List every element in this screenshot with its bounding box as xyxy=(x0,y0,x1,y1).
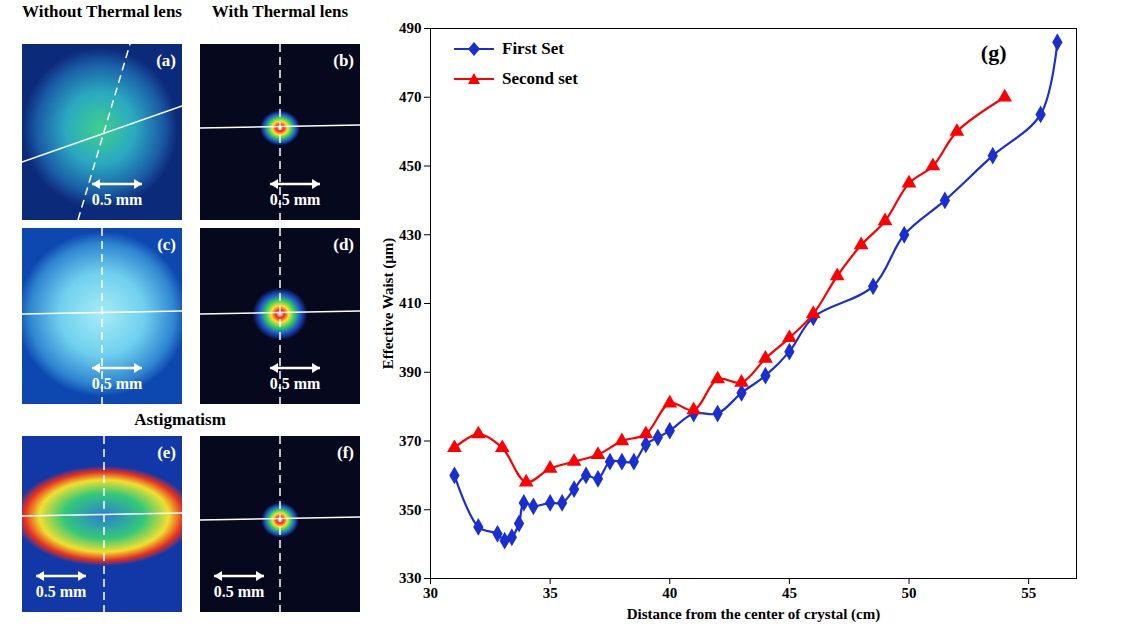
svg-text:0.5 mm: 0.5 mm xyxy=(92,191,143,208)
svg-text:0.5 mm: 0.5 mm xyxy=(214,583,265,600)
html-text:Without Thermal lens: Without Thermal lens xyxy=(22,2,182,21)
svg-text:(a): (a) xyxy=(156,51,176,70)
svg-text:410: 410 xyxy=(399,295,422,311)
html-text:First Set: First Set xyxy=(502,39,564,58)
svg-text:(g): (g) xyxy=(981,40,1007,65)
svg-text:Distance from the center of cr: Distance from the center of crystal (cm) xyxy=(627,606,881,623)
svg-text:0.5 mm: 0.5 mm xyxy=(36,583,87,600)
svg-text:(f): (f) xyxy=(337,443,354,462)
svg-text:Effective Waist (µm): Effective Waist (µm) xyxy=(380,238,397,370)
svg-text:390: 390 xyxy=(399,364,422,380)
svg-text:350: 350 xyxy=(399,502,422,518)
svg-text:450: 450 xyxy=(399,158,422,174)
svg-text:370: 370 xyxy=(399,433,422,449)
svg-text:(b): (b) xyxy=(333,51,354,70)
html-text:Second set: Second set xyxy=(502,69,578,88)
svg-text:55: 55 xyxy=(1021,585,1036,601)
svg-text:(e): (e) xyxy=(157,443,176,462)
svg-text:(c): (c) xyxy=(157,235,176,254)
svg-text:0.5 mm: 0.5 mm xyxy=(270,375,321,392)
svg-text:(d): (d) xyxy=(333,235,354,254)
svg-text:40: 40 xyxy=(662,585,677,601)
svg-text:50: 50 xyxy=(902,585,917,601)
html-text:Astigmatism: Astigmatism xyxy=(134,410,226,429)
svg-text:0.5 mm: 0.5 mm xyxy=(270,191,321,208)
svg-text:490: 490 xyxy=(399,20,422,36)
svg-text:330: 330 xyxy=(399,570,422,586)
svg-text:470: 470 xyxy=(399,89,422,105)
svg-text:30: 30 xyxy=(423,585,438,601)
svg-text:45: 45 xyxy=(782,585,797,601)
html-text:With Thermal lens: With Thermal lens xyxy=(211,2,349,21)
svg-text:0.5 mm: 0.5 mm xyxy=(92,375,143,392)
svg-text:430: 430 xyxy=(399,227,422,243)
svg-text:35: 35 xyxy=(543,585,558,601)
